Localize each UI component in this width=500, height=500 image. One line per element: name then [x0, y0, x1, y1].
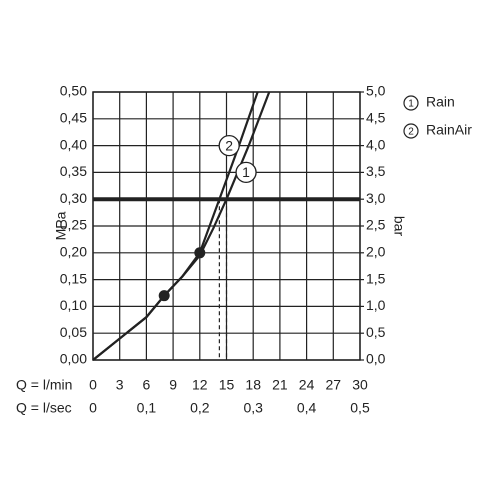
point — [194, 247, 206, 259]
y2-tick-label: 0,5 — [366, 324, 386, 340]
x-tick-label: 12 — [192, 377, 208, 393]
y-tick-label: 0,15 — [60, 270, 87, 286]
x-tick-label: 21 — [272, 377, 288, 393]
y2-tick-label: 1,5 — [366, 270, 386, 286]
y-axis-label: MPa — [53, 211, 69, 240]
x-tick-label: 24 — [299, 377, 315, 393]
y2-tick-label: 0,0 — [366, 351, 386, 367]
y-tick-label: 0,45 — [60, 110, 87, 126]
y-tick-label: 0,05 — [60, 324, 87, 340]
curve-label-circle — [235, 161, 257, 184]
point — [158, 290, 170, 302]
y2-tick-label: 1,0 — [366, 297, 386, 313]
x2-tick-label: 0,2 — [190, 400, 210, 416]
curve-label: 1 — [242, 164, 250, 180]
x-tick-label: 30 — [352, 377, 368, 393]
x2-tick-label: 0 — [89, 400, 97, 416]
y-tick-label: 0,30 — [60, 190, 87, 206]
x-tick-label: 18 — [245, 377, 261, 393]
legend-icon-label: 1 — [408, 99, 414, 110]
y-tick-label: 0,20 — [60, 244, 87, 260]
curve — [92, 91, 259, 361]
x2-axis-label: Q = l/sec — [16, 400, 72, 416]
legend-label: Rain — [426, 94, 455, 110]
y2-tick-label: 2,5 — [366, 217, 386, 233]
x-tick-label: 15 — [219, 377, 235, 393]
y2-tick-label: 3,0 — [366, 190, 386, 206]
legend-icon — [403, 95, 419, 111]
x-tick-label: 9 — [169, 377, 177, 393]
y-tick-label: 0,35 — [60, 163, 87, 179]
x-tick-label: 27 — [326, 377, 342, 393]
y2-tick-label: 4,0 — [366, 136, 386, 152]
curve-label-circle — [218, 134, 240, 157]
y-tick-label: 0,25 — [60, 217, 87, 233]
y-tick-label: 0,00 — [60, 351, 87, 367]
y2-axis-label: bar — [391, 216, 407, 237]
legend-label: RainAir — [426, 122, 472, 138]
y-tick-label: 0,40 — [60, 136, 87, 152]
x2-tick-label: 0,5 — [350, 400, 370, 416]
x-tick-label: 0 — [89, 377, 97, 393]
curve-label: 2 — [225, 137, 233, 153]
legend-icon — [403, 123, 419, 139]
y2-tick-label: 2,0 — [366, 244, 386, 260]
x-tick-label: 6 — [143, 377, 151, 393]
x2-tick-label: 0,1 — [137, 400, 157, 416]
plot-border — [92, 91, 361, 361]
x2-tick-label: 0,3 — [243, 400, 263, 416]
x-axis-label: Q = l/min — [16, 377, 72, 393]
y2-tick-label: 5,0 — [366, 83, 386, 99]
x-tick-label: 3 — [116, 377, 124, 393]
y2-tick-label: 4,5 — [366, 110, 386, 126]
x2-tick-label: 0,4 — [297, 400, 317, 416]
y2-tick-label: 3,5 — [366, 163, 386, 179]
legend-icon-label: 2 — [408, 127, 414, 138]
y-tick-label: 0,50 — [60, 83, 87, 99]
y-tick-label: 0,10 — [60, 297, 87, 313]
